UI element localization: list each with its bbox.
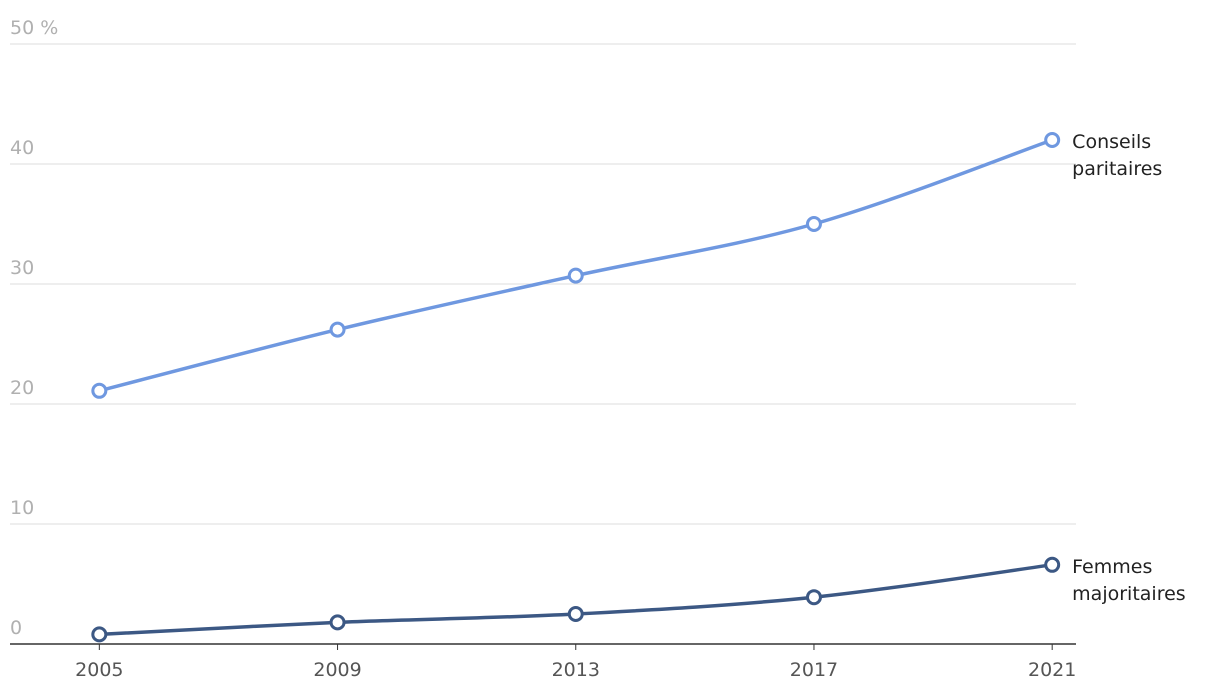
series-line	[99, 563, 1053, 637]
series-line	[98, 138, 1053, 393]
y-tick-label: 40	[10, 137, 34, 159]
y-tick-label: 20	[10, 377, 34, 399]
y-tick-label: 0	[10, 617, 22, 639]
x-tick-label: 2009	[313, 659, 361, 681]
point	[329, 614, 346, 631]
series-label: Conseils paritaires	[1072, 131, 1162, 180]
y-tick-label: 50 %	[10, 17, 58, 39]
point	[805, 216, 822, 232]
point	[1044, 556, 1061, 573]
point	[805, 589, 822, 606]
y-tick-label: 10	[10, 497, 34, 519]
x-tick-label: 2005	[75, 659, 123, 681]
point	[91, 626, 108, 643]
x-tick-label: 2017	[790, 659, 838, 681]
point	[1044, 132, 1061, 148]
series-label: Femmes majoritaires	[1072, 556, 1186, 605]
point	[329, 321, 346, 338]
point	[567, 267, 584, 284]
x-tick-label: 2021	[1028, 659, 1076, 681]
y-tick-label: 30	[10, 257, 34, 279]
point	[91, 382, 108, 399]
x-tick-label: 2013	[552, 659, 600, 681]
point	[567, 606, 584, 622]
